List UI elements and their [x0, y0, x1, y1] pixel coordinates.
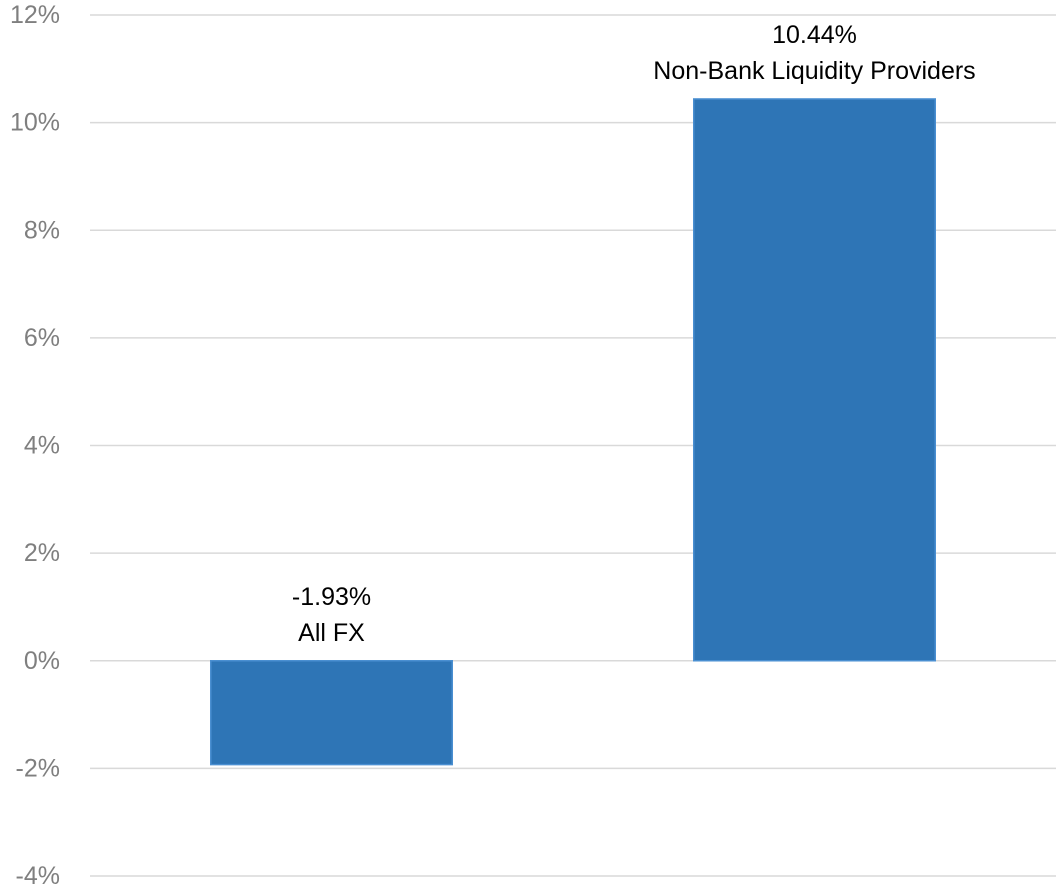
y-tick-label: 2%	[24, 539, 60, 567]
y-axis-tick-labels: 12% 10% 8% 6% 4% 2% 0% -2% -4%	[10, 1, 60, 889]
y-tick-label: -2%	[16, 754, 60, 782]
data-label-value: 10.44%	[772, 21, 857, 49]
y-tick-label: 12%	[10, 1, 60, 29]
data-label-category: All FX	[298, 619, 365, 647]
y-tick-label: 0%	[24, 647, 60, 675]
bars	[210, 98, 936, 766]
data-labels: -1.93% All FX 10.44% Non-Bank Liquidity Pro…	[292, 21, 976, 647]
y-tick-label: 4%	[24, 432, 60, 460]
y-tick-label: 6%	[24, 324, 60, 352]
bar-all-fx	[210, 660, 453, 766]
bar-non-bank-liquidity-providers	[693, 98, 936, 662]
y-tick-label: 8%	[24, 216, 60, 244]
y-tick-label: 10%	[10, 109, 60, 137]
y-tick-label: -4%	[16, 862, 60, 889]
data-label-category: Non-Bank Liquidity Providers	[653, 57, 975, 85]
data-label-value: -1.93%	[292, 583, 371, 611]
